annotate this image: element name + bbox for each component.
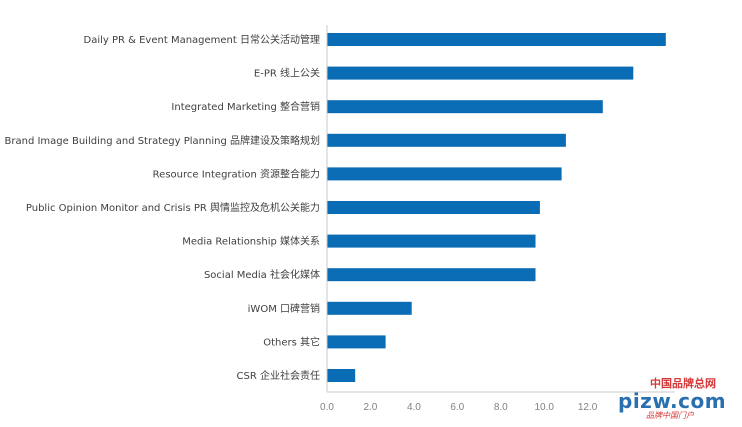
x-tick-labels: 0.0 2.0 4.0 6.0 8.0 10.0 12.0 xyxy=(320,402,598,413)
watermark-top-text: 中国品牌总网 xyxy=(650,376,716,390)
x-tick-label: 8.0 xyxy=(494,402,508,413)
category-label: iWOM 口碑营销 xyxy=(248,302,320,315)
category-label: Social Media 社会化媒体 xyxy=(204,268,320,281)
category-label: Integrated Marketing 整合营销 xyxy=(171,100,320,113)
x-tick-label: 6.0 xyxy=(450,402,464,413)
category-label: Brand Image Building and Strategy Planni… xyxy=(5,134,320,147)
bar xyxy=(327,234,536,248)
category-label: CSR 企业社会责任 xyxy=(237,369,320,382)
watermark-sub-text: 品牌中国门户 xyxy=(646,411,695,420)
bar xyxy=(327,133,566,147)
watermark-logo: 中国品牌总网 pizw.com 品牌中国门户 xyxy=(618,376,726,420)
category-label: Others 其它 xyxy=(263,335,320,348)
bar xyxy=(327,268,536,282)
bar xyxy=(327,301,412,315)
category-labels: Daily PR & Event Management 日常公关活动管理 E-PR… xyxy=(5,33,320,382)
category-label: Media Relationship 媒体关系 xyxy=(182,235,320,248)
bar xyxy=(327,335,386,349)
x-tick-label: 2.0 xyxy=(363,402,377,413)
bar xyxy=(327,66,634,80)
category-label: Daily PR & Event Management 日常公关活动管理 xyxy=(84,33,321,46)
bar xyxy=(327,369,356,382)
bar xyxy=(327,100,603,114)
x-tick-label: 4.0 xyxy=(407,402,421,413)
bars-layer xyxy=(327,33,666,382)
x-tick-label: 0.0 xyxy=(320,402,334,413)
bar xyxy=(327,201,540,214)
category-label: Public Opinion Monitor and Crisis PR 舆情监… xyxy=(26,201,320,214)
category-label: E-PR 线上公关 xyxy=(254,67,320,80)
bar xyxy=(327,167,562,181)
x-tick-label: 12.0 xyxy=(578,402,598,413)
bar xyxy=(327,33,666,46)
watermark-main-text: pizw.com xyxy=(618,389,726,413)
x-tick-label: 10.0 xyxy=(534,402,554,413)
category-label: Resource Integration 资源整合能力 xyxy=(153,167,320,180)
